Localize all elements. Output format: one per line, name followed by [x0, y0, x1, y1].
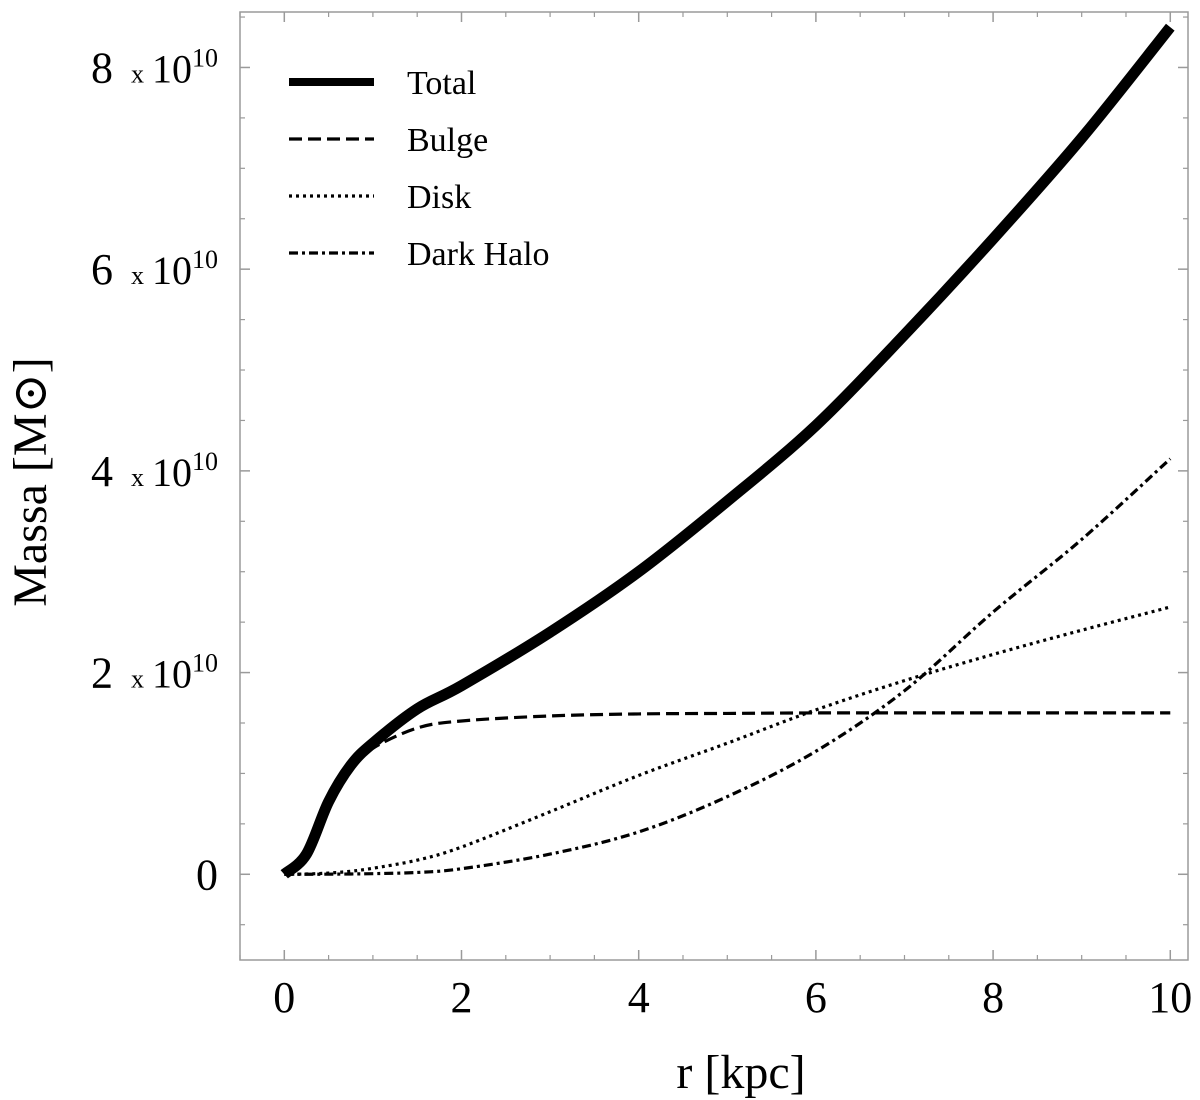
y-tick-mantissa: 8: [91, 43, 113, 92]
y-tick-base: 10: [152, 46, 192, 91]
x-tick-label: 0: [273, 973, 295, 1022]
y-tick-base: 10: [152, 248, 192, 293]
y-tick-base: 10: [152, 652, 192, 697]
legend-label-bulge: Bulge: [407, 122, 488, 159]
y-tick-mantissa: 6: [91, 245, 113, 294]
x-axis-ticks: 0 2 4 6 8 10: [239, 12, 1192, 1022]
y-tick-exponent: 10: [192, 245, 218, 274]
y-tick-times: x: [131, 665, 144, 694]
x-tick-label: 8: [982, 973, 1004, 1022]
y-tick-mantissa: 2: [91, 649, 113, 698]
x-axis-title: r [kpc]: [676, 1046, 805, 1099]
series-line-disk: [284, 605, 1171, 876]
legend-label-dark-halo: Dark Halo: [407, 236, 550, 273]
x-tick-label: 6: [805, 973, 827, 1022]
x-tick-label: 2: [450, 973, 472, 1022]
y-tick-times: x: [131, 463, 144, 492]
y-tick-times: x: [131, 261, 144, 290]
y-tick-label: 4 x 1010: [91, 447, 218, 496]
y-tick-exponent: 10: [192, 43, 218, 72]
y-tick-times: x: [131, 59, 144, 88]
x-tick-label: 10: [1148, 973, 1192, 1022]
series-line-total: [280, 23, 1175, 879]
legend-label-total: Total: [407, 65, 476, 102]
y-tick-mantissa: 4: [91, 447, 113, 496]
x-tick-label: 4: [628, 973, 650, 1022]
legend-label-disk: Disk: [407, 179, 471, 216]
y-tick-label: 6 x 1010: [91, 245, 218, 294]
y-tick-exponent: 10: [192, 649, 218, 678]
y-tick-base: 10: [152, 450, 192, 495]
y-axis-title: Massa [M⊙]: [4, 357, 57, 607]
legend: Total Bulge Disk Dark Halo: [289, 65, 550, 273]
y-tick-exponent: 10: [192, 447, 218, 476]
series-line-dark-halo: [284, 457, 1172, 876]
plot-frame: [239, 11, 1189, 961]
series-line-bulge: [283, 711, 1171, 876]
y-tick-label: 0: [196, 850, 218, 899]
y-tick-label: 8 x 1010: [91, 43, 218, 92]
y-tick-label: 2 x 1010: [91, 649, 218, 698]
series-lines: [280, 23, 1175, 879]
